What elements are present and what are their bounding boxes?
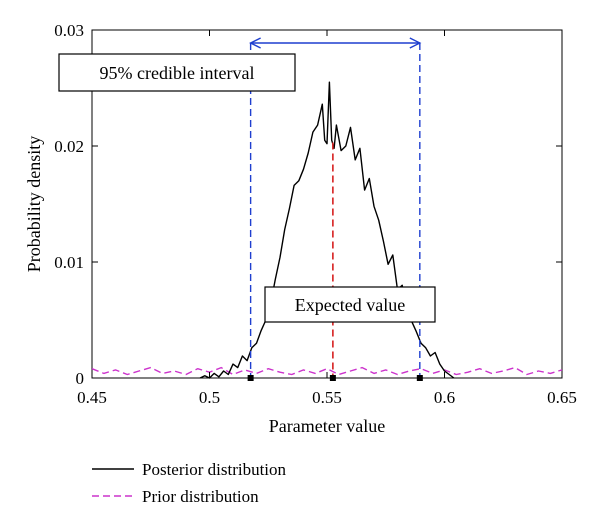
x-tick-label: 0.6 — [434, 388, 455, 407]
ci-arrowhead-right — [409, 37, 422, 49]
axis-marker — [329, 375, 336, 381]
x-tick-label: 0.55 — [312, 388, 342, 407]
prior-series — [91, 366, 563, 376]
x-tick-label: 0.5 — [199, 388, 220, 407]
ci-label: 95% credible interval — [100, 63, 255, 83]
x-axis: 0.45 0.5 0.55 0.6 0.65 — [77, 30, 577, 407]
legend-posterior-label: Posterior distribution — [142, 460, 287, 479]
prior-line — [91, 366, 563, 376]
posterior-line — [199, 81, 455, 379]
axis-marker — [416, 375, 423, 381]
y-tick-label: 0.01 — [54, 253, 84, 272]
x-axis-label: Parameter value — [269, 416, 385, 436]
posterior-series — [199, 81, 455, 379]
x-tick-label: 0.65 — [547, 388, 577, 407]
y-tick-label: 0 — [76, 369, 85, 388]
expected-value-label: Expected value — [295, 295, 405, 315]
annotations: 95% credible interval Expected value — [58, 37, 436, 381]
legend-prior-label: Prior distribution — [142, 487, 259, 506]
y-tick-label: 0.02 — [54, 137, 84, 156]
expected-value-box — [264, 286, 436, 323]
y-tick-label: 0.03 — [54, 21, 84, 40]
ci-arrowhead-left — [249, 37, 261, 49]
ci-label-box — [58, 53, 296, 92]
x-tick-label: 0.45 — [77, 388, 107, 407]
axis-marker — [247, 375, 254, 381]
y-axis-label: Probability density — [24, 136, 44, 273]
legend: Posterior distribution Prior distributio… — [92, 460, 287, 506]
y-axis: 0 0.01 0.02 0.03 — [54, 21, 562, 388]
